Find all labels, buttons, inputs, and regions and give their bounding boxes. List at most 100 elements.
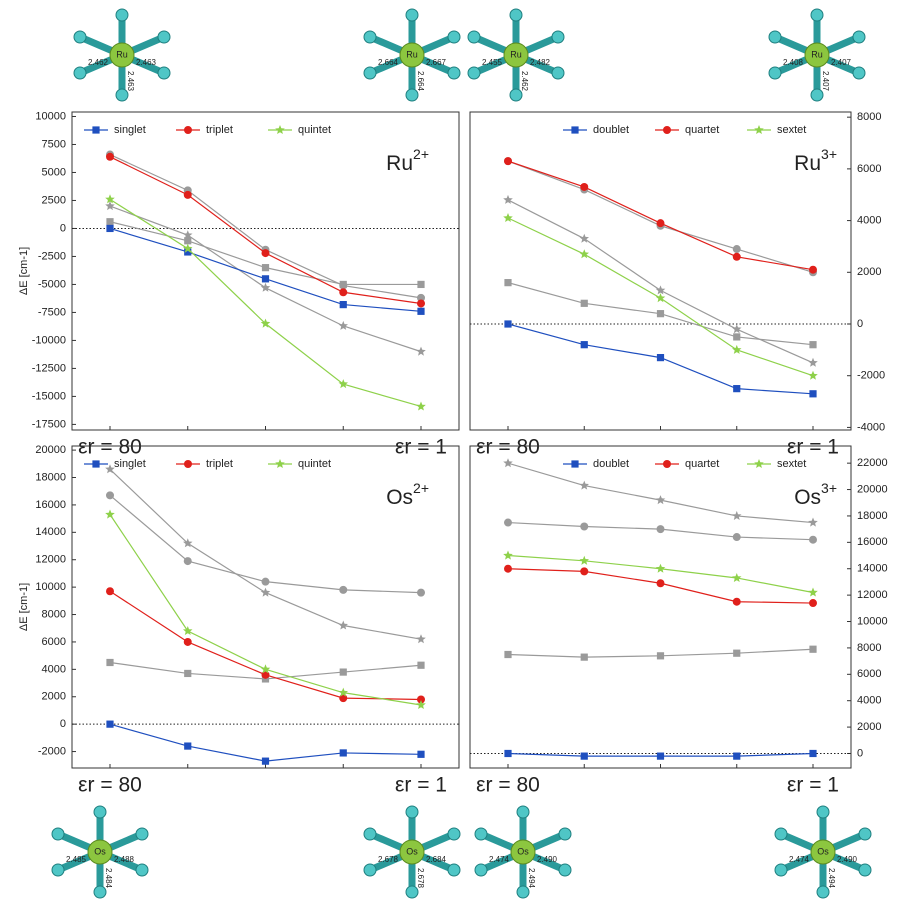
legend-label: quartet	[685, 458, 719, 470]
y-tick-label: 22000	[857, 457, 888, 469]
x-tick-label: εr = 1	[787, 774, 839, 797]
marker	[261, 283, 271, 292]
y-tick-label: 16000	[857, 536, 888, 548]
marker	[657, 219, 665, 227]
marker	[504, 651, 511, 658]
ligand	[552, 31, 564, 43]
ligand	[475, 864, 487, 876]
marker	[657, 652, 664, 659]
marker	[339, 288, 347, 296]
atom-label: Ru	[811, 49, 823, 59]
y-tick-label: 18000	[35, 471, 66, 483]
ligand	[510, 9, 522, 21]
marker	[339, 321, 349, 330]
marker	[656, 564, 666, 573]
y-tick-label: 0	[60, 718, 66, 730]
marker	[503, 195, 513, 204]
ligand	[811, 9, 823, 21]
panel-title: Ru3+	[794, 146, 837, 175]
marker	[105, 201, 115, 210]
marker	[504, 279, 511, 286]
y-tick-label: 4000	[857, 214, 881, 226]
series-line	[508, 463, 813, 522]
marker	[503, 458, 513, 467]
bond-length: 2.664	[416, 71, 425, 92]
y-tick-label: 10000	[35, 110, 66, 122]
marker	[657, 525, 665, 533]
ligand	[94, 806, 106, 818]
y-tick-label: -10000	[32, 334, 66, 346]
marker	[261, 588, 271, 597]
y-tick-label: 5000	[42, 166, 66, 178]
marker	[663, 126, 671, 134]
bond-length: 2.494	[527, 868, 536, 889]
marker	[417, 308, 424, 315]
y-tick-label: 0	[60, 222, 66, 234]
marker	[417, 662, 424, 669]
ligand	[448, 67, 460, 79]
ligand	[74, 67, 86, 79]
marker	[417, 281, 424, 288]
legend-label: quintet	[298, 458, 331, 470]
marker	[732, 345, 742, 354]
marker	[416, 347, 426, 356]
atom-label: Ru	[510, 49, 522, 59]
marker	[656, 495, 666, 504]
atom-label: Os	[817, 846, 829, 856]
marker	[809, 536, 817, 544]
ligand	[74, 31, 86, 43]
y-tick-label: 14000	[857, 563, 888, 575]
panel-title: Os3+	[794, 480, 837, 509]
marker	[663, 460, 671, 468]
marker	[184, 742, 191, 749]
structure: Ru2.4082.4072.407	[769, 9, 865, 101]
marker	[732, 511, 742, 520]
y-tick-label: 4000	[857, 695, 881, 707]
marker	[733, 333, 740, 340]
bond-length: 2.455	[482, 58, 503, 67]
marker	[657, 310, 664, 317]
bond-length: 2.490	[837, 855, 858, 864]
marker	[580, 249, 590, 258]
bond-length: 2.474	[789, 855, 810, 864]
ligand	[448, 31, 460, 43]
marker	[340, 749, 347, 756]
bond-length: 2.494	[827, 868, 836, 889]
y-tick-label: -4000	[857, 421, 885, 433]
legend-label: sextet	[777, 458, 806, 470]
marker	[184, 191, 192, 199]
atom-label: Os	[517, 846, 529, 856]
x-tick-label: εr = 80	[476, 774, 540, 797]
ligand	[517, 806, 529, 818]
marker	[417, 751, 424, 758]
marker	[92, 460, 99, 467]
ligand	[52, 864, 64, 876]
ligand	[468, 31, 480, 43]
marker	[581, 654, 588, 661]
bond-length: 2.678	[416, 868, 425, 889]
ligand	[158, 67, 170, 79]
y-tick-label: 0	[857, 747, 863, 759]
marker	[184, 460, 192, 468]
marker	[106, 153, 114, 161]
marker	[340, 301, 347, 308]
y-tick-label: -12500	[32, 362, 66, 374]
panel-title: Ru2+	[386, 146, 429, 175]
marker	[417, 589, 425, 597]
ligand	[559, 828, 571, 840]
marker	[657, 753, 664, 760]
marker	[808, 518, 818, 527]
y-tick-label: 2000	[857, 721, 881, 733]
ligand	[859, 828, 871, 840]
marker	[733, 598, 741, 606]
y-tick-label: 8000	[42, 608, 66, 620]
marker	[733, 753, 740, 760]
ligand	[769, 31, 781, 43]
marker	[275, 459, 285, 468]
marker	[580, 523, 588, 531]
legend-label: quartet	[685, 124, 719, 136]
bond-length: 2.684	[426, 855, 447, 864]
legend-label: triplet	[206, 458, 233, 470]
ligand	[116, 9, 128, 21]
